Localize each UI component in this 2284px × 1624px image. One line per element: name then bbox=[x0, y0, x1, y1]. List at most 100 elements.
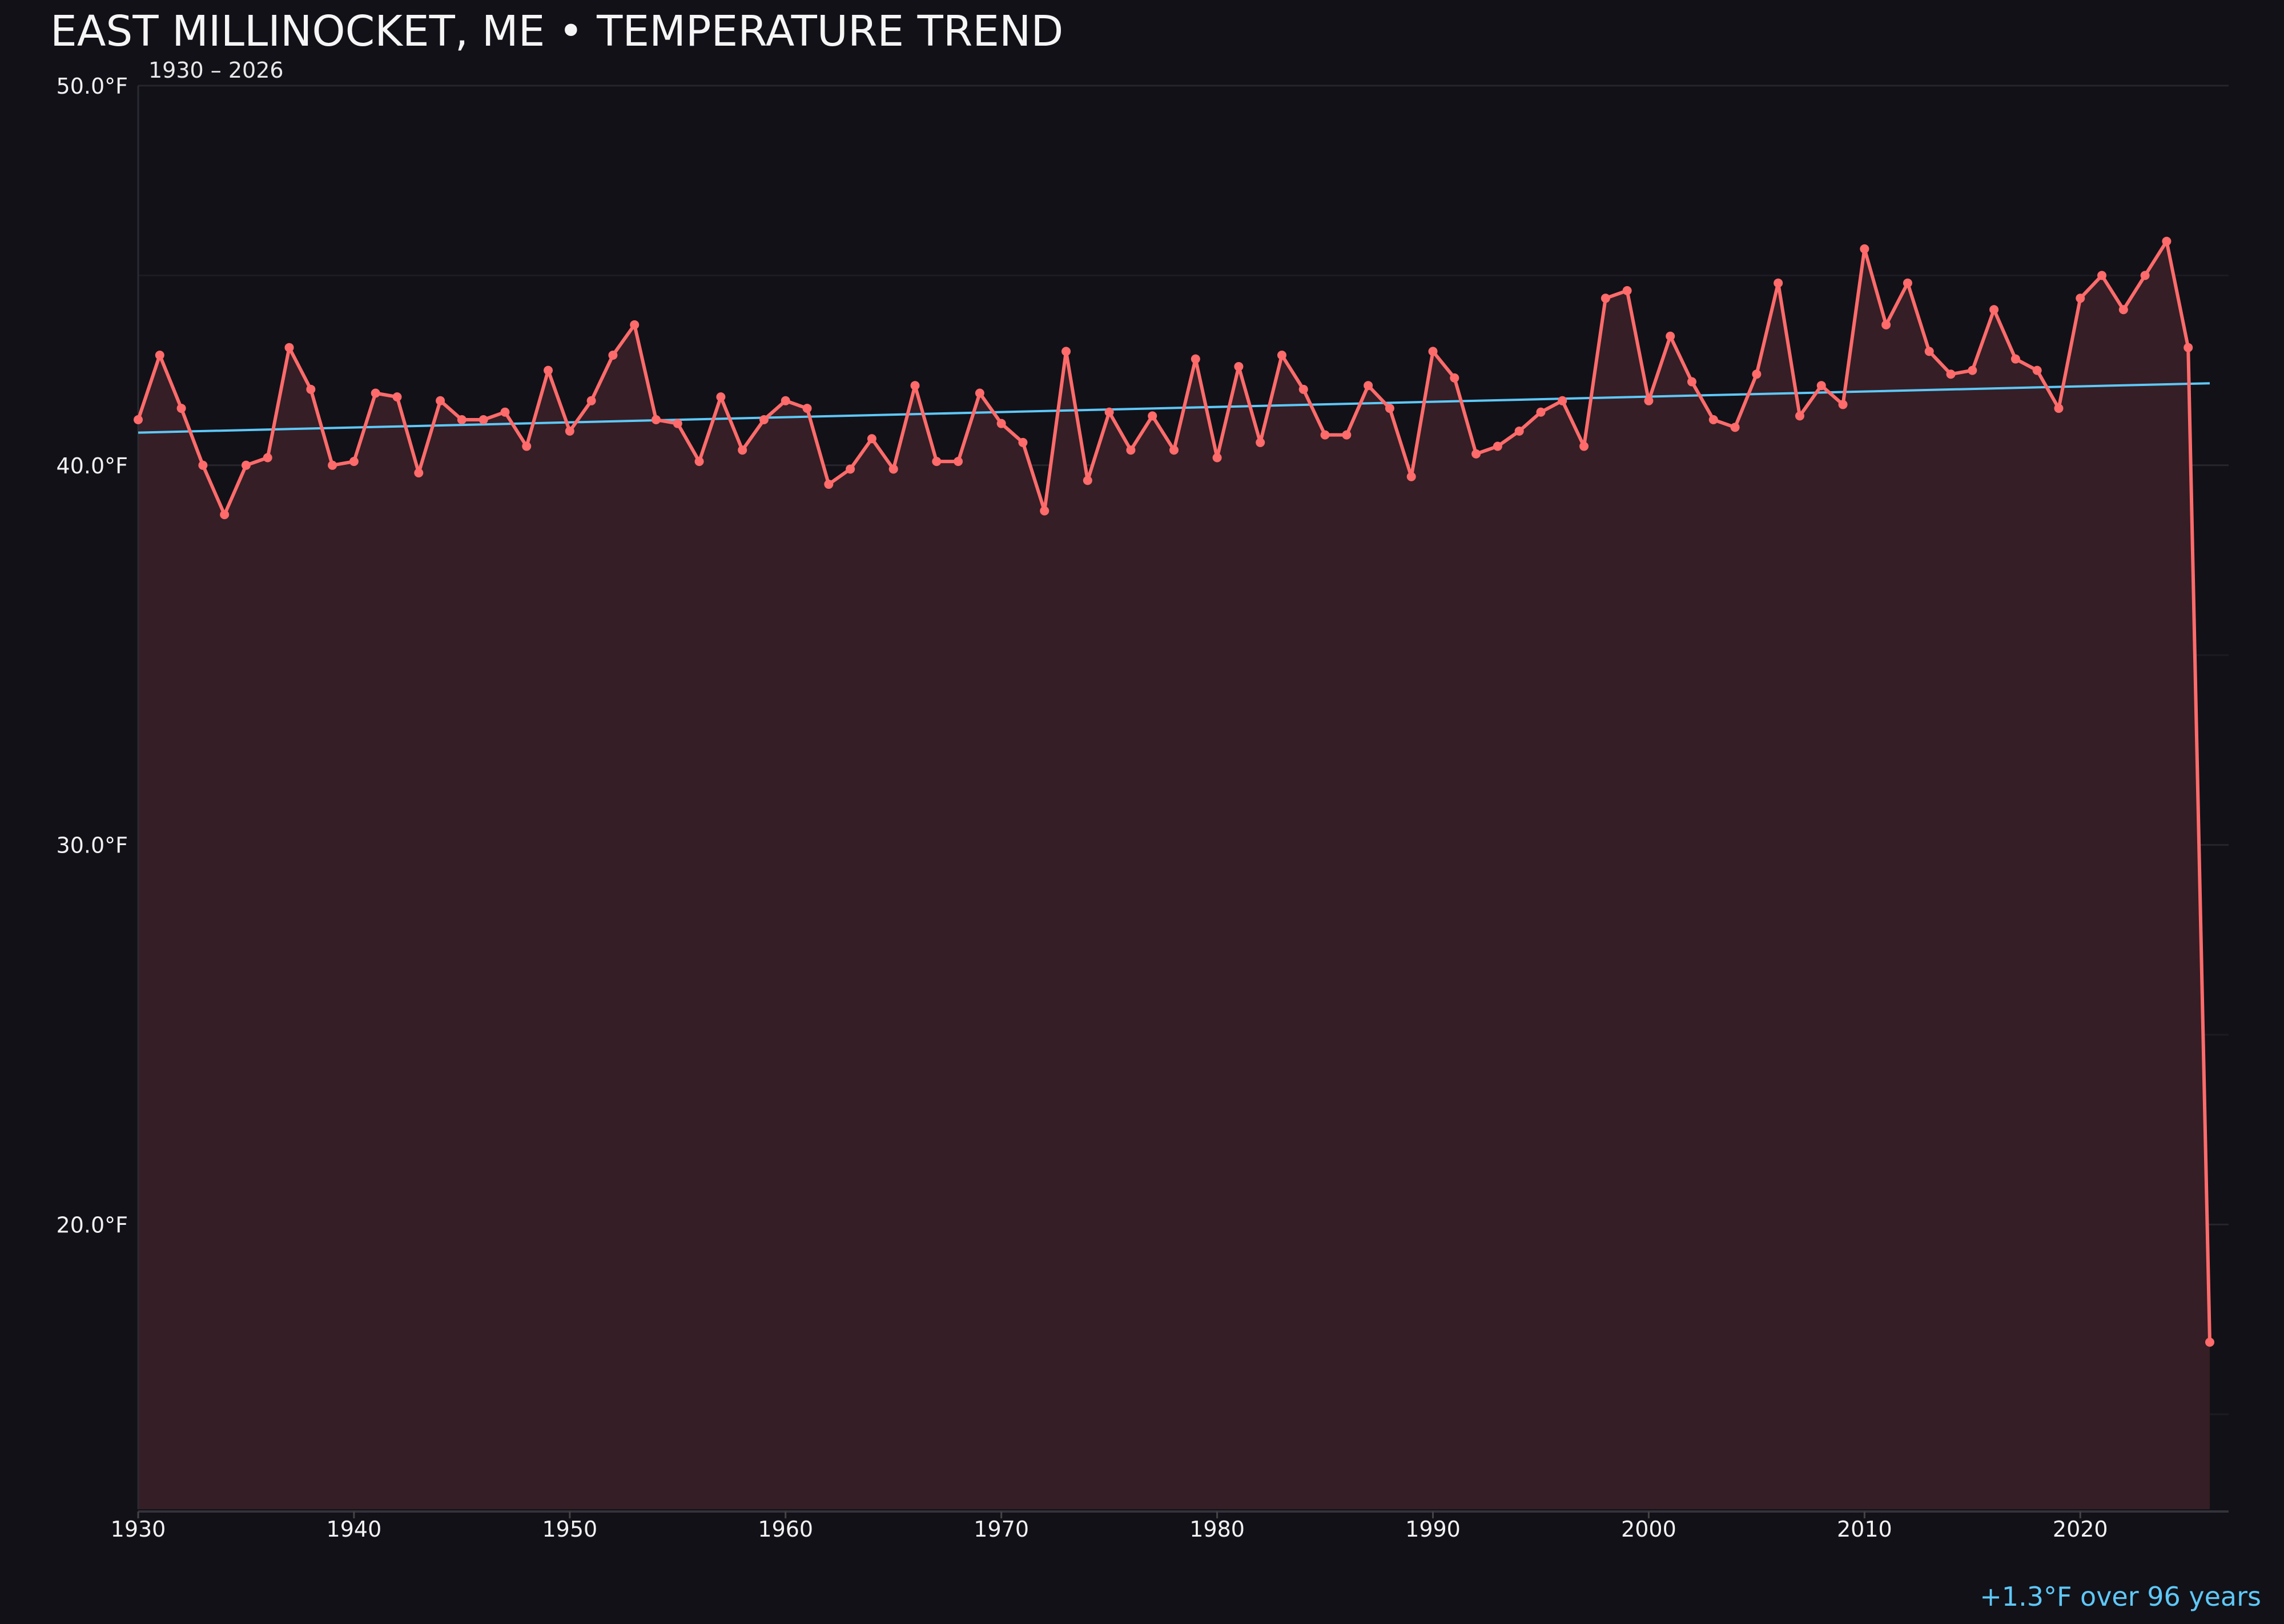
data-point-1960 bbox=[781, 396, 790, 405]
y-tick-label: 30.0°F bbox=[57, 833, 128, 858]
x-tick-label: 1940 bbox=[327, 1517, 382, 1542]
data-point-1957 bbox=[716, 392, 726, 402]
series-points bbox=[134, 236, 2214, 1347]
data-point-1944 bbox=[436, 396, 445, 405]
chart-subtitle: 1930 – 2026 bbox=[148, 58, 284, 83]
x-ticks: 1930 1940 1950 1960 1970 1980 1990 2000 2010 2020 bbox=[111, 1512, 2108, 1542]
data-point-1955 bbox=[673, 419, 682, 428]
data-point-1943 bbox=[414, 468, 424, 478]
data-point-2007 bbox=[1795, 411, 1804, 421]
data-point-1947 bbox=[500, 407, 510, 417]
data-point-2016 bbox=[1989, 305, 1999, 315]
data-point-1970 bbox=[996, 419, 1006, 428]
data-point-1952 bbox=[608, 351, 618, 360]
data-point-1984 bbox=[1298, 384, 1308, 394]
data-point-2006 bbox=[1774, 278, 1783, 288]
data-point-1963 bbox=[846, 464, 855, 474]
x-tick-label: 2000 bbox=[1621, 1517, 1676, 1542]
data-point-1931 bbox=[155, 351, 164, 360]
data-point-1933 bbox=[198, 460, 208, 470]
data-point-1988 bbox=[1385, 404, 1394, 413]
data-point-1998 bbox=[1601, 294, 1610, 303]
data-point-1981 bbox=[1234, 361, 1244, 371]
data-point-1991 bbox=[1450, 373, 1459, 383]
data-point-2019 bbox=[2054, 404, 2064, 413]
data-point-1994 bbox=[1514, 426, 1524, 436]
data-point-1939 bbox=[328, 460, 337, 470]
data-point-1941 bbox=[371, 388, 380, 398]
data-point-1937 bbox=[284, 343, 294, 352]
data-point-1935 bbox=[241, 460, 251, 470]
x-tick-label: 2020 bbox=[2053, 1517, 2108, 1542]
data-point-2009 bbox=[1838, 400, 1848, 409]
data-point-2011 bbox=[1881, 320, 1891, 329]
data-point-2010 bbox=[1860, 244, 1869, 254]
data-point-1979 bbox=[1191, 354, 1200, 364]
x-tick-label: 1990 bbox=[1405, 1517, 1461, 1542]
x-tick-label: 1930 bbox=[111, 1517, 166, 1542]
data-point-1962 bbox=[824, 480, 834, 489]
data-point-2000 bbox=[1644, 396, 1654, 405]
data-point-1972 bbox=[1040, 506, 1049, 516]
data-point-1995 bbox=[1536, 407, 1546, 417]
data-point-1945 bbox=[457, 415, 467, 425]
data-point-1938 bbox=[306, 384, 316, 394]
y-tick-label: 20.0°F bbox=[57, 1212, 128, 1237]
y-tick-label: 50.0°F bbox=[57, 74, 128, 99]
data-point-2003 bbox=[1708, 415, 1718, 425]
data-point-2022 bbox=[2118, 305, 2128, 315]
data-point-2025 bbox=[2184, 343, 2193, 352]
x-tick-label: 1970 bbox=[974, 1517, 1029, 1542]
data-point-1977 bbox=[1148, 411, 1157, 421]
data-point-2026 bbox=[2205, 1337, 2214, 1347]
data-point-1968 bbox=[954, 457, 963, 467]
data-point-1940 bbox=[349, 457, 359, 467]
data-point-1997 bbox=[1579, 441, 1589, 451]
y-ticks: 20.0°F 30.0°F 40.0°F 50.0°F bbox=[57, 74, 128, 1237]
data-point-1946 bbox=[478, 415, 488, 425]
data-point-1974 bbox=[1083, 476, 1092, 485]
data-point-1978 bbox=[1169, 445, 1179, 455]
data-point-1932 bbox=[176, 404, 186, 413]
data-point-1936 bbox=[263, 453, 272, 463]
data-point-1967 bbox=[932, 457, 942, 467]
data-point-1969 bbox=[975, 388, 984, 398]
data-point-2008 bbox=[1816, 381, 1826, 391]
data-point-2017 bbox=[2010, 354, 2020, 364]
data-point-1996 bbox=[1558, 396, 1567, 405]
data-point-1949 bbox=[544, 365, 553, 375]
data-point-1989 bbox=[1406, 472, 1416, 481]
data-point-2002 bbox=[1687, 377, 1696, 387]
data-point-1976 bbox=[1126, 445, 1136, 455]
data-point-1973 bbox=[1061, 347, 1071, 356]
data-point-1930 bbox=[134, 415, 143, 425]
data-point-2024 bbox=[2162, 236, 2172, 246]
data-point-2020 bbox=[2076, 294, 2085, 303]
x-tick-label: 1950 bbox=[542, 1517, 597, 1542]
data-point-1934 bbox=[220, 510, 230, 520]
data-point-1958 bbox=[738, 445, 747, 455]
trend-line bbox=[138, 382, 2210, 434]
data-point-1990 bbox=[1428, 347, 1438, 356]
data-point-2015 bbox=[1968, 365, 1977, 375]
data-point-1965 bbox=[888, 464, 898, 474]
data-point-1975 bbox=[1104, 407, 1114, 417]
chart-title: EAST MILLINOCKET, ME • TEMPERATURE TREND bbox=[50, 7, 1063, 56]
data-point-2018 bbox=[2032, 365, 2042, 375]
data-point-2013 bbox=[1924, 347, 1934, 356]
data-point-2005 bbox=[1752, 369, 1762, 379]
data-point-2021 bbox=[2097, 271, 2107, 280]
data-point-1953 bbox=[630, 320, 640, 329]
data-point-1983 bbox=[1277, 351, 1286, 360]
trend-annotation: +1.3°F over 96 years bbox=[1980, 1581, 2261, 1612]
data-point-1987 bbox=[1364, 381, 1373, 391]
data-point-1986 bbox=[1342, 430, 1352, 440]
x-tick-label: 2010 bbox=[1837, 1517, 1892, 1542]
data-point-1956 bbox=[694, 457, 704, 467]
data-point-1942 bbox=[392, 392, 402, 402]
data-point-2004 bbox=[1730, 423, 1740, 432]
data-point-2023 bbox=[2140, 271, 2150, 280]
x-tick-label: 1980 bbox=[1189, 1517, 1245, 1542]
data-point-2012 bbox=[1903, 278, 1912, 288]
